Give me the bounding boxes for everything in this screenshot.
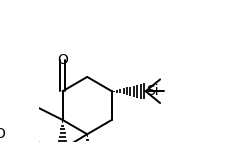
Text: Si: Si: [146, 84, 158, 98]
Text: O: O: [57, 53, 68, 67]
Text: O: O: [0, 127, 5, 141]
